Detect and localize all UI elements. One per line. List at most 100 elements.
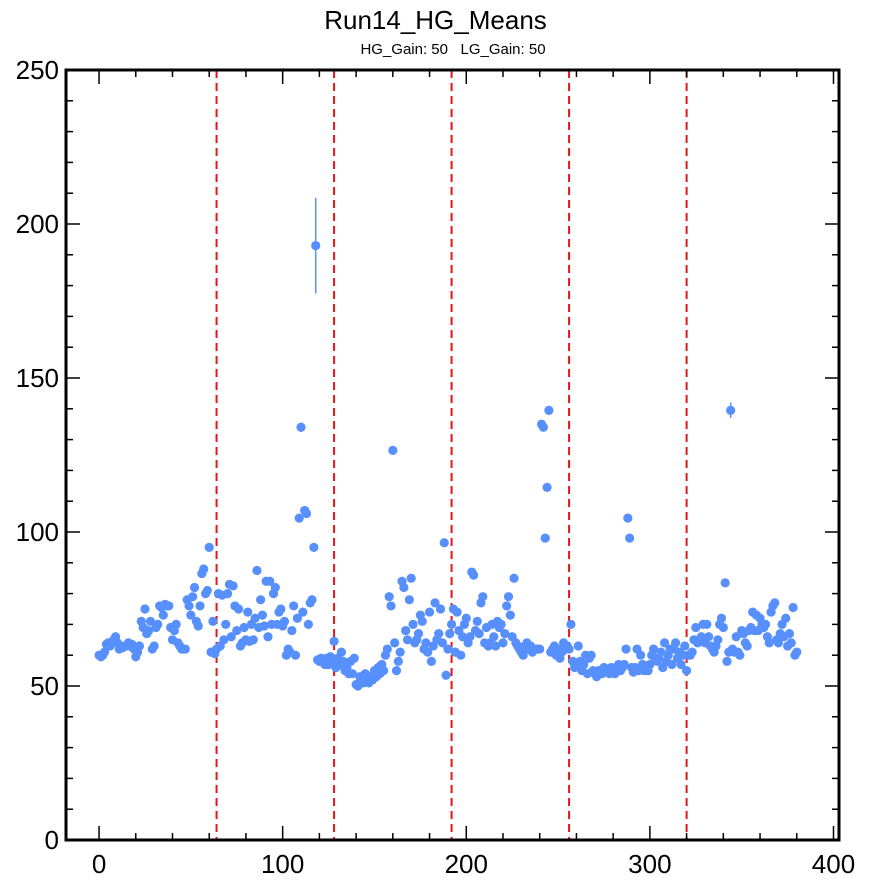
y-tick-label: 250	[16, 55, 59, 85]
data-point	[786, 638, 796, 648]
data-point	[687, 647, 697, 657]
data-point	[140, 604, 150, 614]
data-point	[252, 565, 262, 576]
data-point	[781, 613, 791, 623]
data-point	[667, 659, 677, 670]
data-point	[792, 647, 802, 657]
data-point	[439, 538, 449, 548]
data-point	[680, 641, 690, 651]
data-point	[535, 644, 545, 654]
data-point	[270, 582, 280, 593]
data-point	[421, 638, 431, 648]
data-point	[505, 610, 515, 620]
data-point	[670, 638, 681, 648]
data-point	[195, 601, 205, 611]
data-point	[435, 604, 446, 614]
data-point	[586, 650, 596, 660]
y-tick-label: 200	[16, 209, 59, 239]
data-point	[509, 573, 519, 583]
data-point	[144, 625, 154, 636]
data-point	[446, 619, 457, 630]
data-point	[193, 621, 203, 631]
data-point	[742, 641, 752, 651]
data-point	[659, 638, 670, 648]
data-point	[382, 644, 392, 654]
data-point	[426, 656, 436, 666]
data-point	[228, 581, 238, 591]
data-point	[208, 616, 218, 626]
data-point	[153, 619, 163, 630]
x-tick-label: 0	[92, 849, 106, 879]
y-tick-label: 50	[30, 671, 59, 701]
data-point	[423, 647, 433, 657]
data-point	[500, 629, 510, 639]
data-point	[491, 641, 501, 651]
data-point	[349, 653, 359, 663]
x-tick-label: 100	[261, 849, 304, 879]
data-point	[538, 422, 548, 432]
data-point	[199, 564, 209, 574]
data-point	[461, 613, 471, 623]
tick-group	[66, 69, 839, 841]
data-point	[621, 644, 631, 654]
data-point	[189, 582, 200, 593]
data-point	[472, 616, 482, 626]
data-point	[457, 632, 468, 642]
data-point	[788, 602, 798, 613]
data-point	[386, 601, 396, 611]
data-point	[219, 635, 229, 645]
x-tick-label: 300	[628, 849, 671, 879]
data-point	[579, 659, 589, 670]
data-point	[243, 607, 253, 617]
data-point	[296, 422, 306, 432]
data-point	[393, 656, 403, 666]
data-point	[716, 613, 727, 623]
data-point	[309, 542, 319, 553]
data-point	[619, 659, 629, 670]
data-point	[413, 629, 424, 639]
data-point	[180, 644, 190, 654]
data-point	[226, 632, 236, 642]
chart-subtitle: HG_Gain: 50 LG_Gain: 50	[360, 41, 546, 58]
data-point	[518, 650, 528, 660]
data-point	[276, 604, 286, 614]
data-point	[564, 644, 574, 654]
data-point	[347, 669, 358, 679]
x-tick-label: 400	[812, 849, 855, 879]
data-point	[388, 445, 398, 455]
data-point	[784, 629, 795, 639]
data-point	[186, 610, 196, 620]
data-point	[691, 622, 701, 633]
data-point	[294, 513, 304, 523]
data-point	[289, 601, 299, 611]
data-point	[233, 604, 244, 614]
data-point	[704, 632, 714, 642]
data-point	[770, 598, 780, 608]
data-point	[417, 616, 427, 626]
x-tick-label: 200	[445, 849, 488, 879]
data-point	[301, 508, 312, 519]
data-point	[676, 659, 686, 670]
data-point	[232, 625, 242, 636]
data-point	[702, 619, 712, 630]
data-point	[259, 621, 269, 631]
data-point	[469, 570, 479, 580]
data-point	[489, 632, 499, 642]
data-point	[250, 613, 260, 623]
data-point	[390, 638, 400, 648]
data-point	[184, 601, 194, 611]
data-point	[682, 666, 692, 676]
data-point	[99, 647, 110, 657]
chart-title: Run14_HG_Means	[324, 5, 547, 35]
data-point	[437, 638, 448, 648]
data-point	[498, 638, 508, 648]
data-point	[764, 638, 774, 648]
data-point	[158, 610, 168, 620]
data-point	[287, 625, 297, 636]
data-point	[336, 647, 347, 657]
vline-group	[215, 70, 688, 840]
data-point	[441, 670, 451, 680]
data-point	[735, 650, 745, 660]
data-point	[204, 542, 214, 553]
